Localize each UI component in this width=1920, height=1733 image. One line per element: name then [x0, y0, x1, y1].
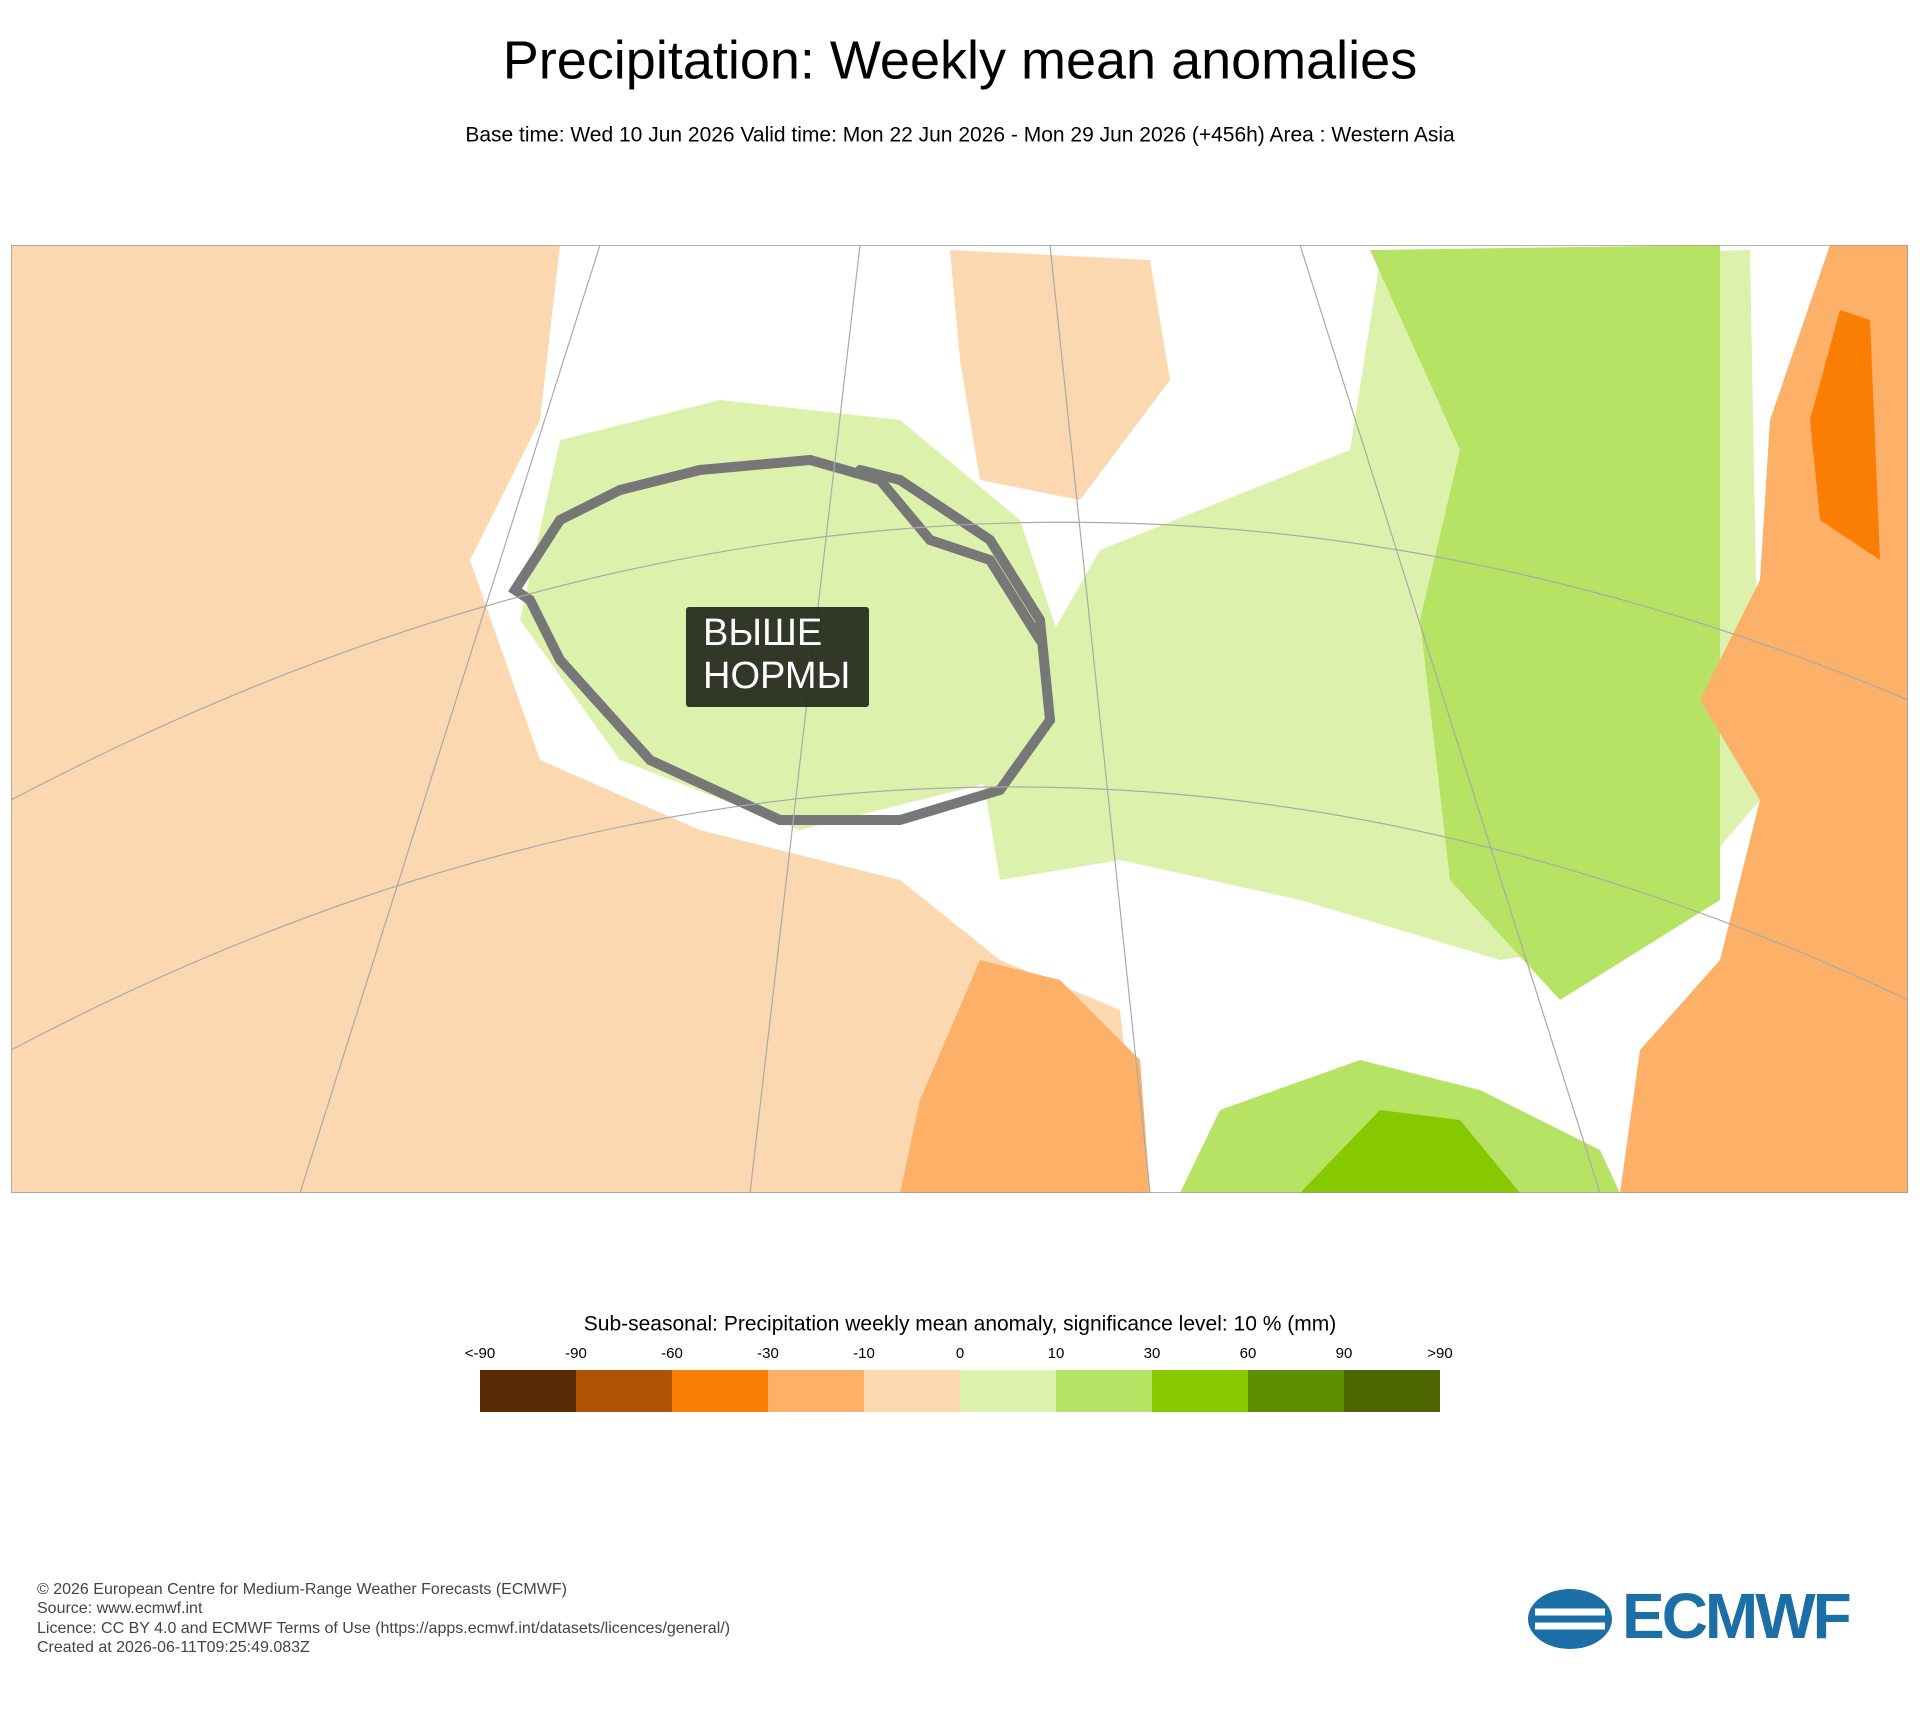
logo: ECMWF [1528, 1580, 1853, 1652]
legend-label: -90 [565, 1345, 587, 1362]
legend-swatch [672, 1370, 768, 1412]
footer-line: © 2026 European Centre for Medium-Range … [37, 1581, 567, 1598]
footer-line: Source: www.ecmwf.int [37, 1600, 203, 1617]
subtitle: Base time: Wed 10 Jun 2026 Valid time: M… [465, 124, 1455, 147]
map [11, 245, 1908, 1193]
legend-swatch [1152, 1370, 1248, 1412]
legend-label: 10 [1048, 1345, 1065, 1362]
annotation: ВЫШЕ [703, 612, 822, 654]
footer-line: Created at 2026-06-11T09:25:49.083Z [37, 1639, 310, 1656]
title: Precipitation: Weekly mean anomalies [503, 30, 1417, 90]
legend-swatch [576, 1370, 672, 1412]
footer-line: Licence: CC BY 4.0 and ECMWF Terms of Us… [37, 1620, 730, 1637]
legend-swatch [1248, 1370, 1344, 1412]
legend-swatch [480, 1370, 576, 1412]
legend-label: 60 [1240, 1345, 1257, 1362]
footer: © 2026 European Centre for Medium-Range … [37, 1581, 730, 1656]
annotation: НОРМЫ [703, 655, 850, 697]
legend-swatch [1056, 1370, 1152, 1412]
legend-label: 90 [1336, 1345, 1353, 1362]
legend: <-90 -90 -60 -30 -10 0 10 30 60 90 >90 [465, 1345, 1453, 1412]
legend-label: <-90 [465, 1345, 495, 1362]
legend-swatch [768, 1370, 864, 1412]
logo-text: ECMWF [1622, 1580, 1850, 1652]
legend-label: 30 [1144, 1345, 1161, 1362]
legend-title: Sub-seasonal: Precipitation weekly mean … [584, 1313, 1336, 1336]
legend-label: 0 [956, 1345, 964, 1362]
legend-label: -30 [757, 1345, 779, 1362]
legend-swatch [864, 1370, 960, 1412]
legend-label: -60 [661, 1345, 683, 1362]
legend-label: >90 [1427, 1345, 1452, 1362]
legend-swatch [1344, 1370, 1440, 1412]
legend-label: -10 [853, 1345, 875, 1362]
annotation-box [686, 607, 869, 707]
legend-swatch [960, 1370, 1056, 1412]
